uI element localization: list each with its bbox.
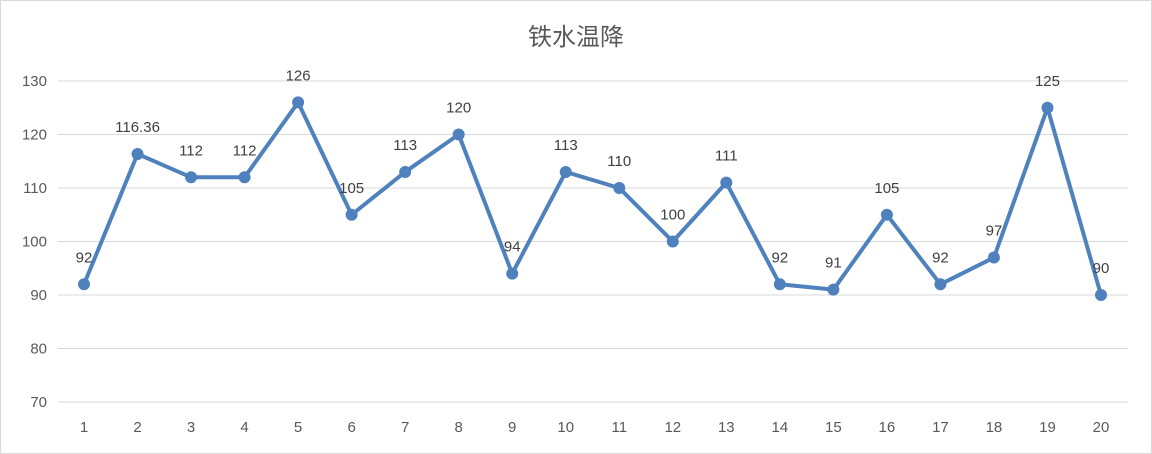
x-tick-label: 15 [825,419,842,436]
data-point-marker [666,235,679,248]
data-label: 91 [825,255,842,272]
data-label: 112 [179,142,203,159]
data-label: 113 [554,137,578,154]
data-point-marker [1095,289,1107,301]
data-labels-layer: 92 116.36 112 112 126 105 113 120 94 113 110 100 111… [76,67,1110,277]
data-point-marker [880,208,893,221]
x-tick-label: 11 [611,419,627,436]
data-point-marker [773,278,786,291]
x-tick-label: 10 [557,419,574,436]
gridlines [58,80,1128,403]
x-tick-label: 17 [932,419,949,436]
data-label: 92 [76,249,93,266]
data-point-marker [827,283,840,296]
data-label: 90 [1093,260,1110,277]
chart-title: 铁水温降 [528,23,624,51]
x-tick-label: 12 [664,419,681,436]
y-tick-label: 100 [22,234,47,251]
data-label: 120 [446,100,471,117]
data-label: 112 [233,142,257,159]
x-tick-label: 16 [879,419,896,436]
data-point-marker [238,171,251,184]
data-label: 92 [932,249,949,266]
x-tick-label: 3 [187,419,195,436]
x-tick-label: 13 [718,419,735,436]
data-point-marker [1041,101,1054,114]
data-label: 125 [1035,73,1060,90]
data-point-marker [345,208,358,221]
data-point-marker [399,165,412,178]
data-label: 94 [504,239,521,256]
data-label: 126 [286,67,311,84]
y-tick-label: 130 [22,73,47,90]
data-label: 100 [660,207,685,224]
data-point-marker [506,267,519,280]
data-point-marker [131,147,144,160]
data-point-marker [934,278,947,291]
x-axis-ticks: 1 2 3 4 5 6 7 8 9 10 11 12 13 14 15 16 17 18 19 20 [80,419,1110,436]
data-point-marker [292,96,305,109]
x-tick-label: 8 [455,419,463,436]
markers-layer [78,96,1107,301]
data-label: 116.36 [115,119,160,136]
series-layer [82,100,1103,296]
data-point-marker [720,176,733,189]
y-tick-label: 110 [23,180,47,197]
data-label: 92 [771,249,788,266]
x-tick-label: 4 [240,419,248,436]
data-point-marker [78,278,90,291]
x-tick-label: 19 [1039,419,1056,436]
x-tick-label: 20 [1093,419,1110,436]
data-label: 113 [393,137,417,154]
data-label: 105 [339,180,364,197]
y-tick-label: 80 [30,341,47,358]
y-tick-label: 70 [30,394,47,411]
data-label: 110 [607,153,631,170]
data-label: 97 [986,223,1003,240]
x-tick-label: 1 [80,419,88,436]
data-point-marker [613,182,626,194]
data-point-marker [559,165,572,178]
x-tick-label: 14 [771,419,788,436]
y-axis-ticks: 70 80 90 100 110 120 130 [22,73,47,411]
x-tick-label: 2 [133,419,141,436]
data-point-marker [987,251,1000,264]
x-tick-label: 9 [508,419,516,436]
x-tick-label: 18 [986,419,1003,436]
data-label: 111 [715,148,738,165]
data-point-marker [185,171,198,184]
y-tick-label: 90 [30,287,47,304]
series-line [82,100,1103,296]
data-point-marker [452,128,465,141]
data-label: 105 [874,180,899,197]
x-tick-label: 6 [347,419,355,436]
x-tick-label: 7 [401,419,409,436]
y-tick-label: 120 [22,127,47,144]
x-tick-label: 5 [294,419,302,436]
